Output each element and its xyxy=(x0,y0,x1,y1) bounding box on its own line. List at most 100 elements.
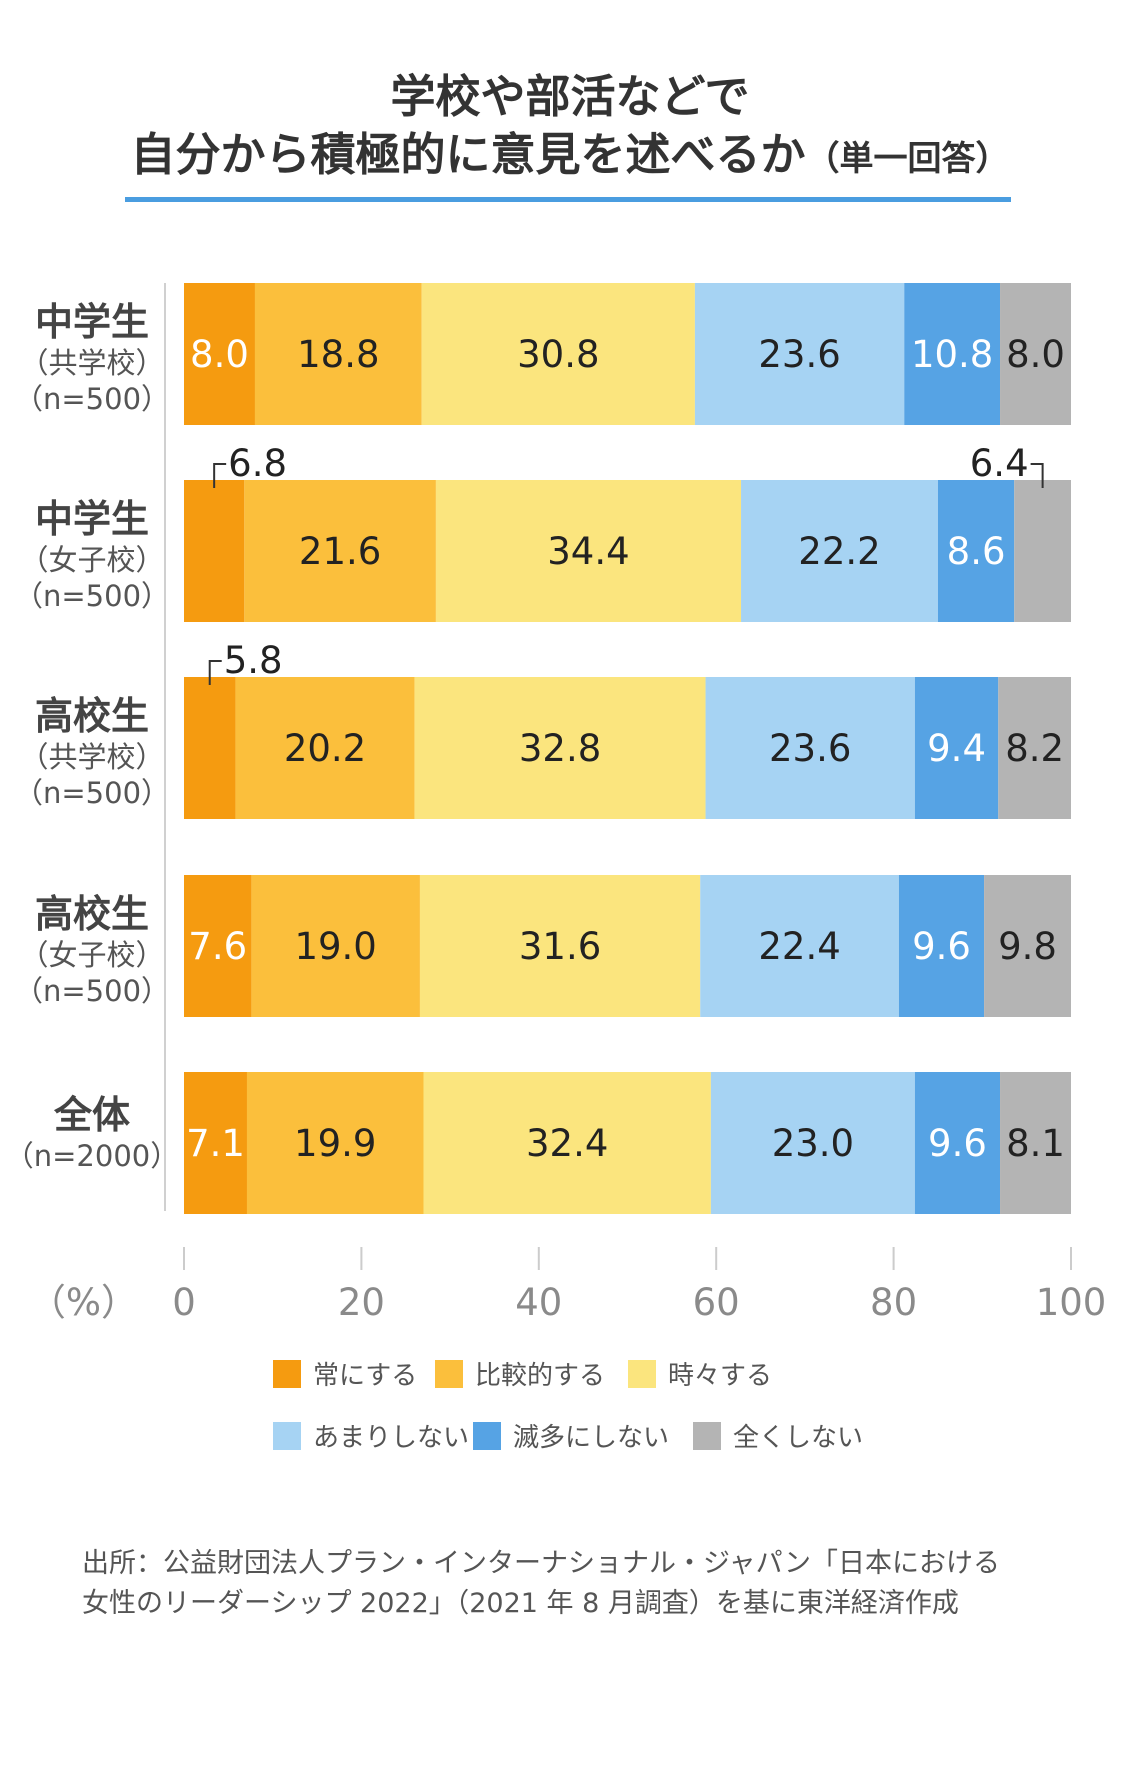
data-label: 8.1 xyxy=(1006,1122,1065,1165)
legend-swatch xyxy=(273,1360,301,1388)
data-label: 22.2 xyxy=(798,530,880,573)
bar-segment xyxy=(251,875,420,1017)
data-label: 7.1 xyxy=(186,1122,245,1165)
source-line-1: 出所：公益財団法人プラン・インターナショナル・ジャパン「日本における xyxy=(82,1548,1000,1579)
category-sublabel: （女子校） xyxy=(19,938,164,972)
category-labels: 中学生（共学校）（n=500）中学生（女子校）（n=500）高校生（共学校）（n… xyxy=(5,300,179,1173)
bar-segment xyxy=(421,283,695,425)
x-unit-label: （%） xyxy=(29,1281,138,1324)
data-label: 6.4 xyxy=(970,442,1029,485)
callout-line xyxy=(213,463,227,488)
legend-swatch xyxy=(693,1422,721,1450)
category-label: 中学生 xyxy=(35,497,149,541)
data-label: 9.6 xyxy=(912,925,971,968)
category-sublabel: （共学校） xyxy=(19,740,164,774)
bar-segment xyxy=(904,283,1001,425)
bar-segment xyxy=(1014,480,1071,622)
bar-segment xyxy=(937,480,1015,622)
legend-label: 滅多にしない xyxy=(513,1423,669,1453)
category-sublabel: （女子校） xyxy=(19,543,164,577)
data-label: 8.6 xyxy=(947,530,1006,573)
bar-segment xyxy=(244,480,436,622)
data-label: 21.6 xyxy=(299,530,381,573)
data-label: 34.4 xyxy=(547,530,629,573)
chart-title: 学校や部活などで 自分から積極的に意見を述べるか（単一回答） xyxy=(125,70,1011,202)
bar-segment xyxy=(435,480,742,622)
bar-segment xyxy=(1000,283,1071,425)
category-sublabel: （n=500） xyxy=(14,382,170,416)
source-line-2: 女性のリーダーシップ 2022」（2021 年 8 月調査）を基に東洋経済作成 xyxy=(82,1588,959,1619)
x-tick-label: 100 xyxy=(1036,1281,1107,1324)
title-line-2: 自分から積極的に意見を述べるか（単一回答） xyxy=(130,128,1009,181)
data-label: 9.6 xyxy=(928,1122,987,1165)
data-label: 31.6 xyxy=(519,925,601,968)
data-label: 7.6 xyxy=(188,925,247,968)
data-label: 8.2 xyxy=(1005,727,1064,770)
bar-segment xyxy=(705,677,915,819)
data-label: 10.8 xyxy=(911,333,993,376)
bar-segments xyxy=(184,283,1071,1214)
category-sublabel: （共学校） xyxy=(19,346,164,380)
bar-segment xyxy=(184,1072,247,1214)
bar-segment xyxy=(246,1072,424,1214)
callout-line xyxy=(1030,463,1044,488)
legend-swatch xyxy=(473,1422,501,1450)
source-note: 出所：公益財団法人プラン・インターナショナル・ジャパン「日本における 女性のリー… xyxy=(82,1548,1000,1619)
legend-swatch xyxy=(628,1360,656,1388)
bar-segment xyxy=(419,875,701,1017)
bar-segment xyxy=(694,283,905,425)
category-sublabel: （n=500） xyxy=(14,579,170,613)
x-tick-label: 60 xyxy=(693,1281,740,1324)
title-line-1: 学校や部活などで xyxy=(390,70,749,123)
data-label: 6.8 xyxy=(228,442,287,485)
data-label: 23.0 xyxy=(772,1122,854,1165)
category-sublabel: （n=500） xyxy=(14,974,170,1008)
data-label: 9.8 xyxy=(998,925,1057,968)
data-label: 19.9 xyxy=(294,1122,376,1165)
data-label: 5.8 xyxy=(224,639,283,682)
bar-segment xyxy=(184,480,245,622)
legend-swatch xyxy=(435,1360,463,1388)
data-label: 32.8 xyxy=(519,727,601,770)
category-sublabel: （n=500） xyxy=(14,776,170,810)
data-label: 22.4 xyxy=(758,925,840,968)
bar-segment xyxy=(414,677,706,819)
title-line-2-main: 自分から積極的に意見を述べるか xyxy=(130,128,805,181)
data-label: 20.2 xyxy=(284,727,366,770)
bar-segment xyxy=(700,875,899,1017)
category-label: 高校生 xyxy=(35,892,149,936)
bar-segment xyxy=(898,875,985,1017)
bar-segment xyxy=(184,283,255,425)
value-labels: 8.0 18.8 30.8 23.6 10.8 8.0 6.8 21.6 34.4 22.2 8.6… xyxy=(186,333,1065,1165)
title-underline xyxy=(125,197,1011,202)
data-label: 32.4 xyxy=(526,1122,608,1165)
legend-label: 時々する xyxy=(668,1361,772,1391)
data-label: 18.8 xyxy=(297,333,379,376)
bar-segment xyxy=(914,1072,1001,1214)
data-label: 8.0 xyxy=(1006,333,1065,376)
callout-line xyxy=(208,660,222,685)
x-tick-label: 0 xyxy=(172,1281,196,1324)
bar-segment xyxy=(235,677,415,819)
title-suffix: （単一回答） xyxy=(806,139,1010,179)
bar-segment xyxy=(741,480,938,622)
x-axis: （%） 0 20 40 60 80 100 xyxy=(29,1247,1106,1324)
legend-label: 比較的する xyxy=(475,1361,605,1391)
data-label: 8.0 xyxy=(190,333,249,376)
legend-swatch xyxy=(273,1422,301,1450)
callout-lines xyxy=(208,463,1044,685)
legend-label: あまりしない xyxy=(313,1423,469,1453)
category-sublabel: （n=2000） xyxy=(5,1139,179,1173)
bar-segment xyxy=(914,677,999,819)
data-label: 19.0 xyxy=(294,925,376,968)
category-label: 高校生 xyxy=(35,694,149,738)
bar-segment xyxy=(184,875,252,1017)
bar-segment xyxy=(423,1072,711,1214)
bar-segment xyxy=(998,677,1071,819)
bar-segment xyxy=(984,875,1071,1017)
data-label: 30.8 xyxy=(517,333,599,376)
category-label: 中学生 xyxy=(35,300,149,344)
legend-label: 常にする xyxy=(313,1361,417,1391)
